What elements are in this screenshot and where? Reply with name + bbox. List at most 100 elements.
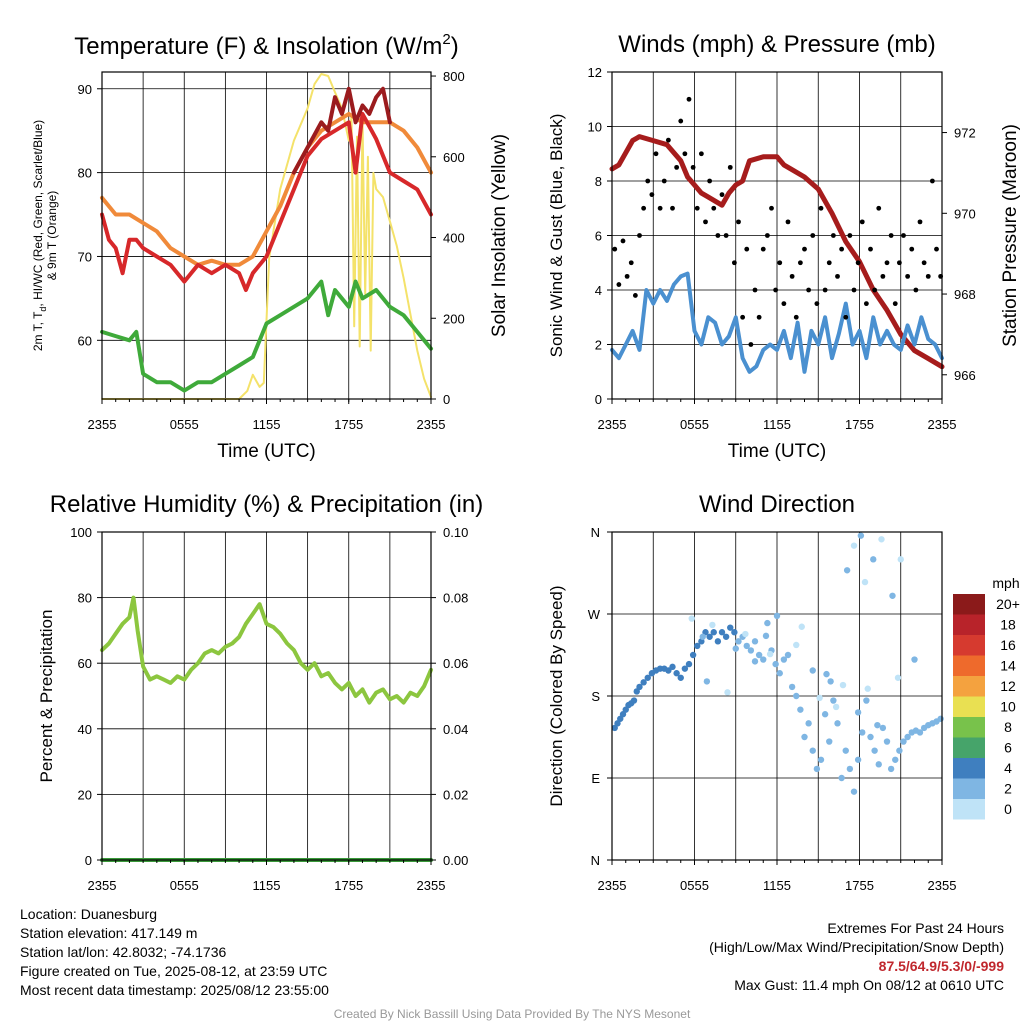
y-tick-label: S bbox=[591, 689, 600, 704]
series-orange9m bbox=[100, 111, 433, 267]
y2-tick-label: 966 bbox=[954, 368, 976, 383]
gust-point bbox=[839, 246, 845, 252]
series-green-td bbox=[100, 279, 433, 393]
direction-point bbox=[751, 658, 759, 665]
series-solar bbox=[101, 73, 432, 400]
direction-point bbox=[665, 667, 672, 674]
max-gust: Max Gust: 11.4 mph On 08/12 at 0610 UTC bbox=[734, 977, 1004, 993]
gust-point bbox=[921, 260, 927, 266]
gust-point bbox=[934, 246, 939, 252]
gust-point bbox=[785, 219, 791, 225]
direction-point bbox=[834, 720, 841, 727]
x-axis-label: Time (UTC) bbox=[728, 441, 827, 462]
gust-point bbox=[674, 164, 680, 170]
x-tick-label: 1755 bbox=[845, 417, 874, 432]
x-tick-label: 2355 bbox=[598, 878, 627, 893]
direction-point bbox=[630, 697, 638, 704]
y2-tick-label: 200 bbox=[443, 311, 465, 326]
gust-point bbox=[670, 205, 675, 211]
gust-point bbox=[637, 233, 642, 238]
x-axis-label: Time (UTC) bbox=[217, 441, 316, 462]
figure-created: Figure created on Tue, 2025-08-12, at 23… bbox=[20, 963, 328, 979]
direction-point bbox=[747, 647, 755, 654]
gust-point bbox=[632, 293, 638, 298]
chart-title: Winds (mph) & Pressure (mb) bbox=[618, 31, 935, 58]
direction-point bbox=[751, 638, 759, 645]
gust-point bbox=[880, 273, 886, 279]
y2-axis-label: Solar Insolation (Yellow) bbox=[489, 134, 510, 337]
gust-point bbox=[818, 205, 824, 211]
gust-point bbox=[913, 287, 919, 293]
chart-title: Wind Direction bbox=[699, 491, 855, 518]
y-tick-label: N bbox=[591, 853, 600, 868]
gust-point bbox=[682, 151, 688, 157]
gust-point bbox=[703, 219, 708, 225]
legend-swatch bbox=[953, 758, 985, 779]
panel-rh: 2355 0555 1155 1755 2355 0 20 40 60 80 100 0.00 0.02… bbox=[37, 491, 483, 893]
gust-point bbox=[740, 314, 746, 320]
gust-point bbox=[764, 233, 770, 238]
legend-label: 0 bbox=[1004, 801, 1012, 817]
gust-point bbox=[727, 164, 733, 170]
gust-point bbox=[835, 273, 840, 279]
legend-label: 10 bbox=[1000, 699, 1016, 715]
direction-point bbox=[850, 542, 858, 549]
gust-point bbox=[731, 260, 737, 266]
legend-label: 6 bbox=[1004, 740, 1012, 756]
gust-point bbox=[826, 260, 832, 266]
gust-point bbox=[698, 151, 704, 157]
panel-temp: 2355 0555 1155 1755 2355 60 70 80 90 0 200 400 600 80… bbox=[31, 31, 510, 462]
gust-point bbox=[859, 219, 865, 225]
y-tick-label: 90 bbox=[78, 82, 92, 97]
direction-point bbox=[764, 619, 771, 627]
x-tick-label: 2355 bbox=[88, 417, 117, 432]
direction-point bbox=[904, 733, 911, 741]
gust-point bbox=[847, 233, 853, 238]
direction-point bbox=[703, 678, 711, 685]
ylabel-sub: d bbox=[38, 307, 48, 312]
legend-label: 14 bbox=[1000, 658, 1016, 674]
gust-point bbox=[661, 178, 667, 184]
direction-point bbox=[809, 747, 816, 754]
gust-point bbox=[892, 301, 898, 307]
direction-point bbox=[685, 660, 693, 668]
direction-point bbox=[755, 651, 763, 659]
legend-label: 16 bbox=[1000, 637, 1016, 653]
gust-point bbox=[694, 205, 700, 211]
gust-point bbox=[925, 273, 931, 279]
direction-point bbox=[742, 630, 749, 638]
gust-point bbox=[707, 178, 713, 184]
direction-point bbox=[780, 656, 788, 663]
extremes-subtitle: (High/Low/Max Wind/Precipitation/Snow De… bbox=[709, 939, 1004, 955]
direction-point bbox=[842, 747, 849, 754]
gust-point bbox=[872, 287, 878, 293]
y-tick-label: 10 bbox=[588, 120, 602, 135]
gust-point bbox=[628, 260, 634, 266]
direction-point bbox=[817, 756, 825, 763]
direction-point bbox=[694, 642, 701, 650]
gust-point bbox=[756, 314, 762, 320]
y-tick-label: 70 bbox=[78, 249, 92, 264]
x-tick-label: 0555 bbox=[170, 417, 199, 432]
y2-tick-label: 0.00 bbox=[443, 853, 468, 868]
y-tick-label: 20 bbox=[78, 787, 92, 802]
extremes-title: Extremes For Past 24 Hours bbox=[827, 920, 1004, 936]
y-tick-label: 8 bbox=[595, 174, 602, 189]
title-sup: 2 bbox=[442, 31, 450, 48]
direction-point bbox=[776, 670, 783, 677]
direction-point bbox=[879, 724, 887, 732]
gust-point bbox=[905, 273, 911, 279]
direction-point bbox=[838, 774, 845, 782]
direction-point bbox=[797, 706, 804, 713]
direction-point bbox=[724, 689, 731, 696]
direction-point bbox=[916, 729, 924, 736]
direction-point bbox=[788, 683, 796, 691]
y-tick-label: 0 bbox=[595, 392, 602, 407]
x-tick-label: 0555 bbox=[680, 878, 709, 893]
direction-point bbox=[766, 650, 774, 658]
direction-point bbox=[636, 683, 643, 691]
gust-point bbox=[665, 137, 671, 143]
direction-point bbox=[727, 624, 734, 631]
gust-point bbox=[896, 260, 902, 266]
